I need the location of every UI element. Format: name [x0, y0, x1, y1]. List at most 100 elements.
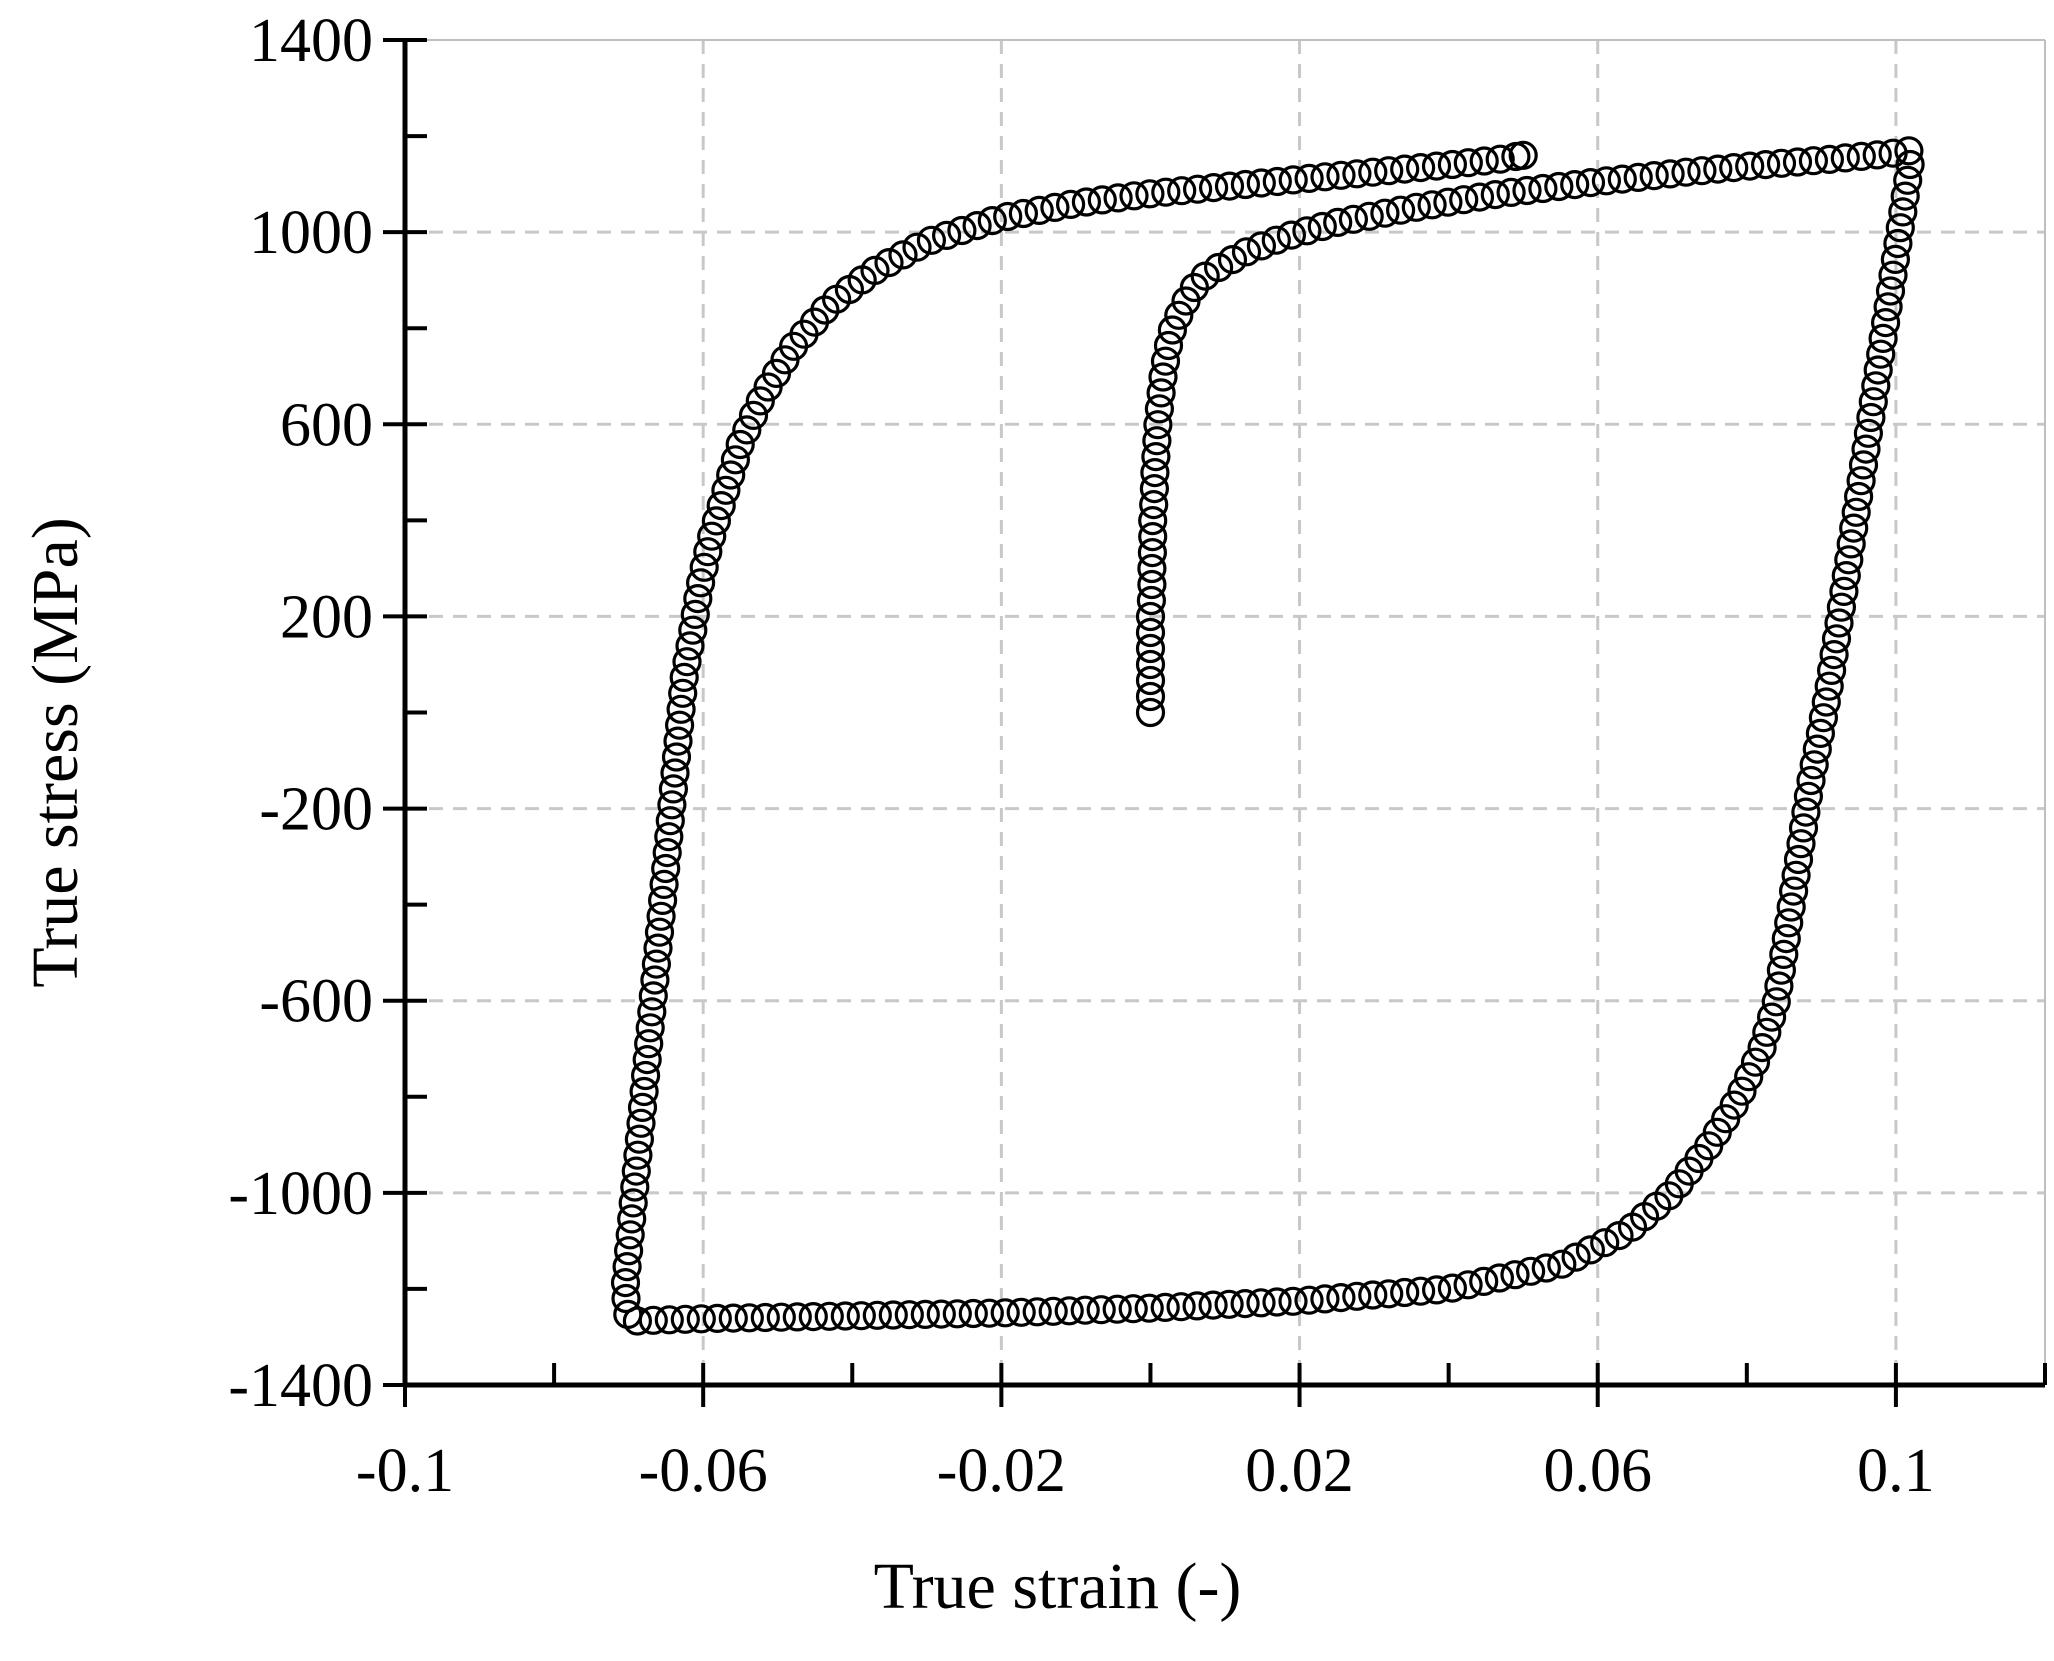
data-point	[1146, 378, 1176, 408]
data-point	[1157, 315, 1188, 345]
data-point	[1591, 166, 1622, 196]
data-point	[1143, 410, 1173, 440]
y-tick-label: -200	[259, 776, 373, 844]
data-point	[1799, 750, 1829, 780]
data-point	[1217, 245, 1248, 275]
data-point	[618, 1188, 648, 1218]
data-point	[1203, 252, 1234, 283]
data-point	[718, 1303, 748, 1333]
x-tick-label: 0.06	[1543, 1437, 1652, 1505]
data-point	[1561, 1242, 1591, 1272]
data-point	[1839, 513, 1869, 543]
data-point	[620, 1172, 650, 1202]
data-point	[627, 1092, 658, 1123]
data-point	[1500, 1260, 1530, 1290]
data-point	[1137, 553, 1167, 584]
data-point	[1310, 162, 1340, 192]
data-point	[1055, 189, 1086, 219]
data-point	[1323, 207, 1353, 237]
data-point	[701, 506, 732, 536]
data-point	[1719, 153, 1749, 183]
data-point	[1261, 225, 1291, 255]
y-tick-label: -1000	[228, 1160, 373, 1228]
data-point	[977, 206, 1007, 236]
data-point	[958, 1298, 988, 1329]
data-point	[1138, 505, 1168, 536]
data-point	[874, 248, 904, 278]
data-point	[1829, 576, 1859, 607]
data-point	[1766, 148, 1797, 178]
data-point	[1262, 1287, 1292, 1317]
data-point	[738, 400, 769, 430]
data-point	[734, 1303, 764, 1333]
data-point	[1022, 1297, 1052, 1327]
data-point	[910, 1299, 940, 1330]
data-point	[745, 386, 775, 416]
data-point	[1512, 175, 1542, 206]
data-point	[1888, 197, 1918, 227]
data-point	[1894, 136, 1924, 166]
data-point	[1841, 497, 1871, 527]
data-point	[1469, 146, 1499, 176]
data-point	[1278, 1286, 1308, 1316]
x-tick-label: -0.06	[639, 1437, 768, 1505]
data-point	[1858, 387, 1888, 417]
data-point	[702, 1303, 732, 1334]
data-point	[1198, 173, 1229, 203]
data-point	[697, 521, 727, 551]
data-point	[670, 1304, 700, 1334]
data-point	[1153, 330, 1184, 361]
data-point	[1338, 204, 1369, 234]
data-point	[1782, 147, 1813, 177]
data-point	[1166, 1292, 1196, 1322]
data-point	[1761, 987, 1791, 1017]
data-point	[1769, 939, 1799, 970]
data-point	[1890, 181, 1920, 211]
data-point	[1756, 1002, 1787, 1032]
data-point	[1139, 490, 1169, 520]
data-point	[1086, 1295, 1116, 1325]
data-point	[1727, 1076, 1757, 1106]
data-point	[1292, 216, 1322, 246]
data-point	[947, 215, 977, 246]
data-point	[1038, 1296, 1068, 1326]
data-point	[1547, 1249, 1577, 1279]
data-point	[1528, 173, 1558, 204]
data-point	[1151, 177, 1181, 207]
data-point	[666, 694, 696, 724]
plot-frame	[405, 39, 2046, 1385]
data-point	[1374, 156, 1404, 186]
data-point	[1793, 781, 1824, 811]
data-point	[1326, 1282, 1356, 1313]
grid	[405, 40, 2045, 1385]
data-point	[1816, 655, 1847, 686]
data-point	[661, 742, 692, 772]
data-point	[644, 917, 675, 947]
data-point	[1135, 617, 1166, 648]
data-point	[1119, 181, 1149, 211]
data-point	[1137, 569, 1167, 600]
data-point	[1144, 394, 1175, 424]
data-point	[1150, 1292, 1180, 1323]
data-point	[1781, 860, 1811, 890]
data-point	[1831, 560, 1861, 591]
data-point	[1788, 813, 1819, 843]
data-point	[1607, 164, 1637, 194]
data-point	[1437, 149, 1468, 180]
y-tick-label: 200	[280, 583, 373, 651]
y-tick-label: 1400	[249, 7, 373, 75]
data-point	[640, 965, 670, 995]
axes	[383, 38, 2047, 1407]
data-point	[1246, 1288, 1276, 1318]
data-point	[1774, 908, 1804, 938]
x-axis-title: True strain (-)	[874, 1550, 1242, 1623]
data-point	[1531, 1253, 1561, 1283]
data-point	[693, 537, 723, 567]
data-point	[1863, 355, 1893, 385]
data-point	[1814, 671, 1844, 701]
data-point	[655, 806, 685, 836]
data-point	[1358, 1280, 1388, 1310]
data-point	[672, 647, 702, 677]
data-point	[1262, 166, 1292, 197]
data-point	[1453, 148, 1483, 178]
